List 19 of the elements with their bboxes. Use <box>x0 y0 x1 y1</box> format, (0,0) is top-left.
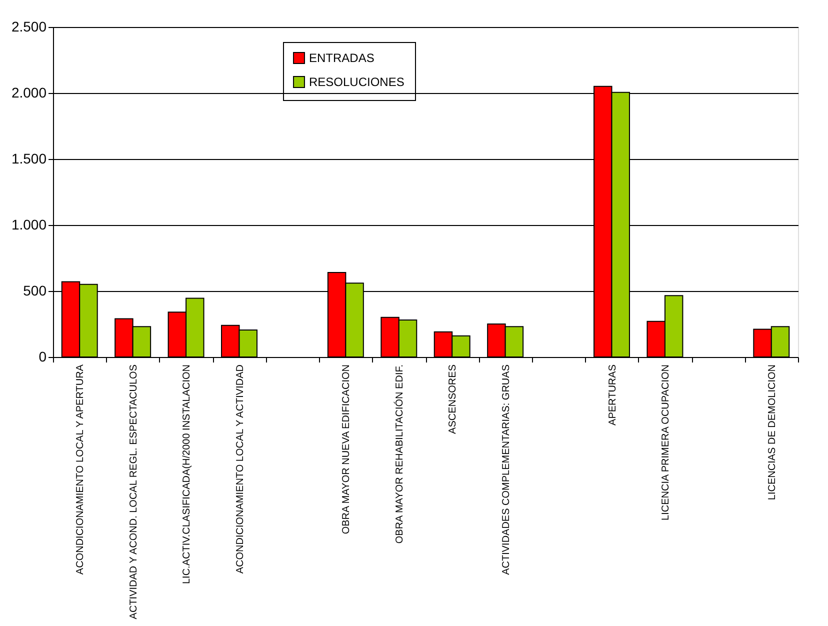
x-tick-label: LICENCIAS DE DEMOLICION <box>766 364 778 500</box>
x-tick-label: LICENCIA PRIMERA OCUPACION <box>660 364 672 520</box>
x-tick-label: APERTURAS <box>607 364 618 426</box>
y-tick-label: 0 <box>38 348 47 364</box>
x-tick-label: OBRA MAYOR NUEVA EDIFICACION <box>341 364 352 534</box>
x-tick-label: OBRA MAYOR REHABILITACIÓN EDIF. <box>393 364 406 544</box>
y-tick-label: 2.000 <box>11 84 47 100</box>
legend-label: RESOLUCIONES <box>309 75 404 89</box>
x-tick-label: ACONDICIONAMIENTO LOCAL Y ACTIVIDAD <box>234 364 246 574</box>
x-tick-label: LIC.ACTIV.CLASIFICADA(H/2000 INSTALACION <box>182 364 193 584</box>
y-tick-label: 500 <box>23 282 47 298</box>
y-tick-label: 2.500 <box>11 18 47 34</box>
x-tick-label: ACTIVIDADES COMPLEMENTARIAS: GRUAS <box>500 364 512 575</box>
x-tick-label: ACTIVIDAD Y ACOND. LOCAL REGL. ESPECTACULOS <box>128 364 140 620</box>
x-tick-label: ASCENSORES <box>448 364 459 434</box>
legend-label: ENTRADAS <box>309 51 374 65</box>
x-tick-label: ACONDICIONAMIENTO LOCAL Y APERTURA <box>75 364 86 575</box>
y-tick-label: 1.000 <box>11 216 47 232</box>
y-tick-label: 1.500 <box>11 150 47 166</box>
